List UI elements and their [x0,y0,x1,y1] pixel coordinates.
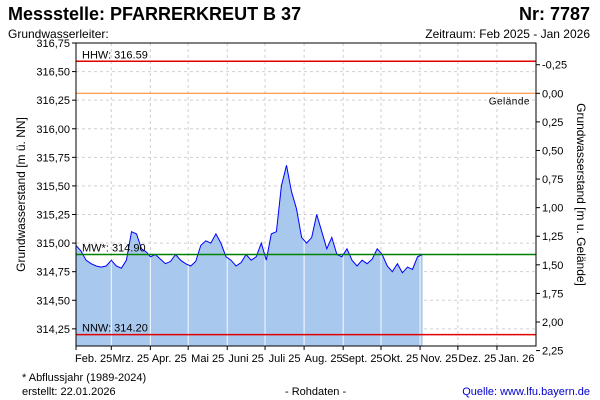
right-tick-label: -0,25 [542,60,567,72]
x-tick-label: Okt. 25 [383,353,418,365]
raw-data-label: - Rohdaten - [285,386,347,398]
reference-line-label: NNW: 314.20 [82,323,148,335]
right-tick-label: 0,25 [542,117,563,129]
x-tick-label: Jan. 26 [498,353,534,365]
right-tick-label: 0,00 [542,88,563,100]
series-line [75,165,423,274]
source-link[interactable]: Quelle: www.lfu.bayern.de [462,386,590,398]
x-tick-label: Mai 25 [191,353,224,365]
right-tick-label: 0,50 [542,145,563,157]
x-tick-label: Juli 25 [269,353,301,365]
y-tick-label: 316,25 [36,95,70,107]
right-tick-label: 1,25 [542,231,563,243]
footnote: * Abflussjahr (1989-2024) [22,372,147,384]
y-tick-label: 314,25 [36,324,70,336]
y-tick-label: 316,50 [36,67,70,79]
y-tick-label: 315,00 [36,238,70,250]
y-tick-label: 315,50 [36,181,70,193]
right-tick-label: 1,00 [542,203,563,215]
created-date: erstellt: 22.01.2026 [22,386,116,398]
y-axis-title-right: Grundwasserstand [m u. Gelände] [574,103,588,286]
x-tick-label: Juni 25 [228,353,263,365]
x-tick-label: Aug. 25 [305,353,343,365]
y-tick-label: 315,25 [36,210,70,222]
right-tick-label: 1,75 [542,288,563,300]
x-tick-label: Mrz. 25 [112,353,149,365]
reference-line-label: HHW: 316.59 [82,49,148,61]
y-tick-label: 314,50 [36,295,70,307]
x-tick-label: Dez. 25 [458,353,496,365]
y-axis-title: Grundwasserstand [m ü. NN] [14,117,28,272]
y-tick-label: 315,75 [36,152,70,164]
page-title: Messstelle: PFARRERKREUT B 37 [8,4,302,24]
series-area [76,165,423,346]
x-tick-label: Nov. 25 [420,353,457,365]
right-tick-label: 0,75 [542,174,563,186]
station-number: Nr: 7787 [518,4,590,24]
right-tick-label: 1,50 [542,260,563,272]
aquifer-label: Grundwasserleiter: [8,27,109,41]
y-tick-label: 316,75 [36,38,70,50]
x-tick-label: Sept. 25 [342,353,383,365]
ground-level-label: Gelände [489,96,530,107]
x-tick-label: Apr. 25 [152,353,187,365]
x-tick-label: Feb. 25 [75,353,112,365]
y-tick-label: 314,75 [36,267,70,279]
right-tick-label: 2,00 [542,317,563,329]
time-range: Zeitraum: Feb 2025 - Jan 2026 [425,27,590,41]
reference-line-label: MW*: 314.90 [82,243,146,255]
right-tick-label: 2,25 [542,346,563,358]
plot-frame [75,42,537,347]
y-tick-label: 316,00 [36,124,70,136]
